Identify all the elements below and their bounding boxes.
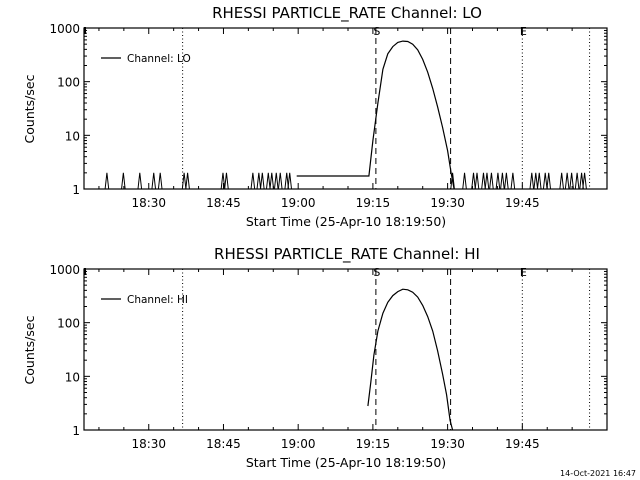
noise-spike (265, 172, 271, 190)
y-axis-label: Counts/sec (22, 315, 37, 384)
noise-spike (224, 172, 229, 190)
x-tick-label: 19:00 (281, 196, 316, 210)
x-tick-label: 19:00 (281, 437, 316, 451)
chart-title: RHESSI PARTICLE_RATE Channel: HI (214, 245, 480, 264)
y-tick-label: 10 (65, 129, 80, 143)
y-tick-label: 10 (65, 370, 80, 384)
y-tick-label: 1000 (49, 263, 80, 277)
series-line (296, 40, 455, 190)
noise-spike (500, 172, 505, 190)
plot-frame (83, 268, 608, 431)
noise-spike (220, 172, 226, 190)
noise-spike (504, 172, 509, 190)
x-tick-label: 19:30 (430, 196, 465, 210)
x-tick-label: 19:45 (505, 437, 540, 451)
noise-spike (137, 172, 143, 190)
timestamp: 14-Oct-2021 16:47 (560, 469, 636, 478)
noise-spike (495, 172, 501, 190)
noise-spike (151, 172, 157, 190)
noise-spike (569, 172, 574, 190)
y-tick-label: 1 (72, 424, 80, 438)
noise-spike (481, 172, 486, 190)
noise-spike (542, 172, 548, 190)
noise-spike (582, 172, 587, 190)
marker-label: S (373, 25, 380, 38)
series-line (367, 288, 454, 431)
noise-spike (474, 172, 480, 190)
y-tick-label: 1 (72, 183, 80, 197)
noise-spike (536, 172, 542, 190)
x-tick-label: 18:45 (206, 196, 241, 210)
noise-spike (250, 172, 256, 190)
panel-lo: RHESSI PARTICLE_RATE Channel: LO Start T… (22, 4, 608, 229)
x-tick-label: 18:45 (206, 437, 241, 451)
noise-spike (450, 172, 455, 190)
x-tick-label: 18:30 (131, 437, 166, 451)
noise-spike (260, 172, 265, 190)
noise-spike (104, 172, 110, 190)
panel-hi: RHESSI PARTICLE_RATE Channel: HI Start T… (22, 245, 608, 470)
x-tick-label: 19:15 (356, 196, 391, 210)
noise-spike (181, 172, 187, 190)
y-axis-label: Counts/sec (22, 74, 37, 143)
noise-spike (546, 172, 552, 190)
noise-spike (484, 172, 490, 190)
x-tick-label: 19:30 (430, 437, 465, 451)
noise-spike (269, 172, 275, 190)
noise-spike (121, 172, 126, 190)
noise-spike (287, 172, 293, 190)
noise-spike (277, 172, 283, 190)
chart-title: RHESSI PARTICLE_RATE Channel: LO (212, 4, 482, 23)
marker-label: E (520, 266, 527, 279)
noise-spike (185, 172, 190, 190)
noise-spike (579, 172, 584, 190)
noise-spike (462, 172, 467, 190)
x-axis-label: Start Time (25-Apr-10 18:19:50) (246, 455, 446, 470)
y-tick-label: 100 (57, 76, 80, 90)
x-tick-label: 18:30 (131, 196, 166, 210)
noise-spike (157, 172, 163, 190)
legend-label: Channel: HI (127, 294, 188, 306)
noise-spike (471, 172, 476, 190)
x-axis-label: Start Time (25-Apr-10 18:19:50) (246, 214, 446, 229)
marker-label: E (520, 25, 527, 38)
x-tick-label: 19:45 (505, 196, 540, 210)
noise-spike (564, 172, 570, 190)
noise-spike (284, 172, 290, 190)
y-tick-label: 1000 (49, 22, 80, 36)
noise-spike (273, 172, 279, 190)
noise-spike (489, 172, 494, 190)
noise-spike (574, 172, 580, 190)
noise-spike (256, 172, 262, 190)
noise-spike (529, 172, 535, 190)
noise-spike (559, 172, 564, 190)
plot-frame (83, 27, 608, 190)
y-tick-label: 100 (57, 317, 80, 331)
legend-label: Channel: LO (127, 53, 191, 65)
marker-label: S (373, 266, 380, 279)
noise-spike (533, 172, 539, 190)
x-tick-label: 19:15 (356, 437, 391, 451)
noise-spike (510, 172, 516, 190)
